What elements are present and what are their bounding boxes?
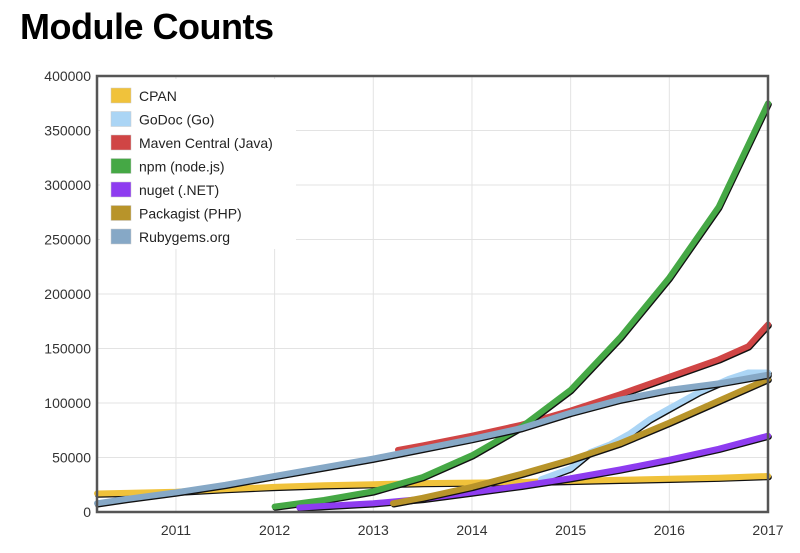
y-tick-label: 350000 [44,123,91,139]
series-line-4 [296,432,771,511]
legend-item: GoDoc (Go) [110,111,214,128]
series-line-2 [395,321,771,453]
x-tick-label: 2011 [161,522,191,538]
legend-label: CPAN [139,88,177,104]
legend-item: nuget (.NET) [110,181,219,198]
y-tick-label: 400000 [44,68,91,84]
legend-item: CPAN [110,87,177,104]
legend-label: Packagist (PHP) [139,206,242,222]
series-shadow [272,101,772,511]
y-tick-label: 100000 [44,395,91,411]
y-axis-ticks: 0 50000 100000 150000 200000 250000 300000 3500… [44,68,91,520]
y-tick-label: 250000 [44,232,91,248]
legend-background [100,79,296,249]
y-tick-label: 200000 [44,286,91,302]
legend-swatch [110,158,132,174]
series-line-3 [271,100,771,510]
legend-item: Rubygems.org [110,228,230,245]
legend: CPAN GoDoc (Go) Maven Central (Java) npm (n… [100,79,296,249]
series-line-6 [94,371,771,507]
legend-label: nuget (.NET) [139,182,219,198]
legend-item: npm (node.js) [110,158,225,175]
y-tick-label: 0 [83,504,91,520]
legend-label: Maven Central (Java) [139,135,273,151]
y-tick-label: 300000 [44,177,91,193]
legend-swatch [110,111,132,127]
legend-swatch [110,134,132,151]
legend-label: npm (node.js) [139,159,225,175]
x-tick-label: 2017 [752,522,783,538]
series-line-5 [390,376,771,507]
legend-swatch [110,205,132,221]
legend-swatch [110,87,132,104]
y-tick-label: 50000 [52,450,91,466]
legend-label: Rubygems.org [139,229,230,245]
legend-swatch [110,228,132,245]
chart-title: Module Counts [20,6,274,47]
legend-label: GoDoc (Go) [139,112,214,128]
legend-item: Maven Central (Java) [110,134,273,151]
x-tick-label: 2012 [259,522,290,538]
series-lines [94,100,772,512]
x-axis-ticks: 2011 2012 2013 2014 2015 2016 2017 [161,522,784,538]
legend-item: Packagist (PHP) [110,205,242,222]
x-tick-label: 2015 [555,522,586,538]
x-tick-label: 2016 [654,522,685,538]
y-tick-label: 150000 [44,341,91,357]
x-tick-label: 2013 [358,522,389,538]
legend-swatch [110,181,132,198]
x-tick-label: 2014 [456,522,487,538]
plot-frame [95,74,770,514]
